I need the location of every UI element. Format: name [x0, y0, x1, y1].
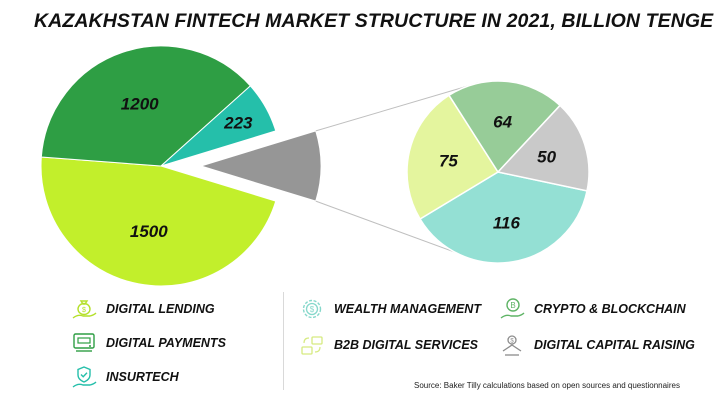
slice-insurtech	[160, 85, 277, 167]
svg-text:B: B	[510, 301, 515, 310]
slice-crypto-blockchain	[406, 94, 500, 221]
legend-item-digital-lending: $ DIGITAL LENDING	[70, 295, 215, 323]
data-label-wealth-management: 116	[493, 213, 521, 232]
connector-line-top	[315, 82, 479, 132]
data-label-digital-lending: 1500	[130, 222, 168, 241]
legend-item-crypto-blockchain: B CRYPTO & BLOCKCHAIN	[498, 295, 686, 323]
data-label-insurtech: 223	[223, 113, 253, 132]
svg-text:$: $	[310, 305, 315, 314]
svg-text:$: $	[82, 307, 86, 314]
legend-item-digital-capital-raising: $ DIGITAL CAPITAL RAISING	[498, 331, 695, 359]
legend-item-digital-payments: DIGITAL PAYMENTS	[70, 329, 226, 357]
legend-divider	[283, 292, 284, 390]
legend-item-wealth-management: $ WEALTH MANAGEMENT	[298, 295, 481, 323]
svg-text:$: $	[510, 339, 514, 345]
source-note: Source: Baker Tilly calculations based o…	[414, 381, 680, 390]
dollar-gear-icon: $	[302, 299, 322, 319]
data-label-b2b-digital-services: 50	[537, 148, 556, 167]
legend-item-insurtech: INSURTECH	[70, 363, 179, 391]
legend-label: CRYPTO & BLOCKCHAIN	[534, 302, 686, 316]
slice-wealth-management	[419, 171, 588, 264]
data-label-crypto-blockchain: 75	[439, 151, 458, 170]
slice-digital-lending	[40, 156, 277, 287]
chart-title: KAZAKHSTAN FINTECH MARKET STRUCTURE IN 2…	[34, 10, 714, 32]
legend-item-b2b-digital-services: B2B DIGITAL SERVICES	[298, 331, 478, 359]
legend-label: WEALTH MANAGEMENT	[334, 302, 481, 316]
data-label-digital-capital-raising: 64	[493, 112, 512, 131]
legend-label: DIGITAL LENDING	[106, 302, 215, 316]
bitcoin-hand-icon: B	[500, 298, 525, 319]
money-bag-hand-icon: $	[72, 300, 97, 319]
legend-label: DIGITAL CAPITAL RAISING	[534, 338, 695, 352]
legend-label: DIGITAL PAYMENTS	[106, 336, 226, 350]
briefcase-exchange-icon	[301, 336, 323, 355]
slice-digital-payments	[40, 45, 252, 167]
capital-raising-icon: $	[502, 335, 522, 356]
legend-label: INSURTECH	[106, 370, 179, 384]
shield-hand-icon	[72, 366, 97, 388]
slice-digital-capital-raising	[447, 80, 562, 174]
data-label-digital-payments: 1200	[121, 95, 159, 114]
slice-other-exploded	[199, 130, 322, 202]
connector-line-bottom	[315, 200, 469, 258]
legend-label: B2B DIGITAL SERVICES	[334, 338, 479, 352]
slice-b2b-digital-services	[496, 104, 590, 192]
payment-terminal-icon	[73, 333, 95, 352]
